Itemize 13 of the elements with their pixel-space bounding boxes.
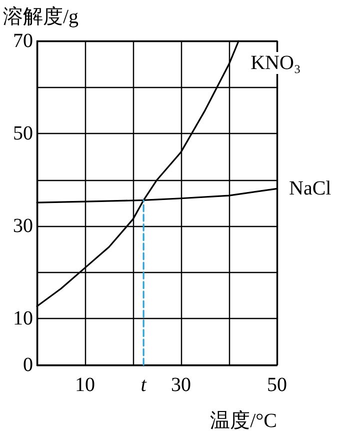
x-tick-label: 10: [75, 374, 95, 396]
series-label: NaCl: [289, 178, 332, 200]
y-tick-label: 10: [13, 308, 33, 330]
y-axis-title: 溶解度/g: [3, 6, 79, 28]
x-tick-label: 50: [267, 374, 287, 396]
series-label: KNO₃: [250, 52, 301, 74]
y-tick-label: 50: [13, 122, 33, 145]
y-tick-label: 70: [13, 30, 33, 52]
y-tick-label: 0: [23, 354, 33, 376]
annotation: t: [140, 374, 147, 396]
y-tick-label: 30: [13, 215, 33, 238]
x-axis-title: 温度/°C: [210, 410, 277, 431]
x-tick-label: 30: [171, 374, 191, 396]
